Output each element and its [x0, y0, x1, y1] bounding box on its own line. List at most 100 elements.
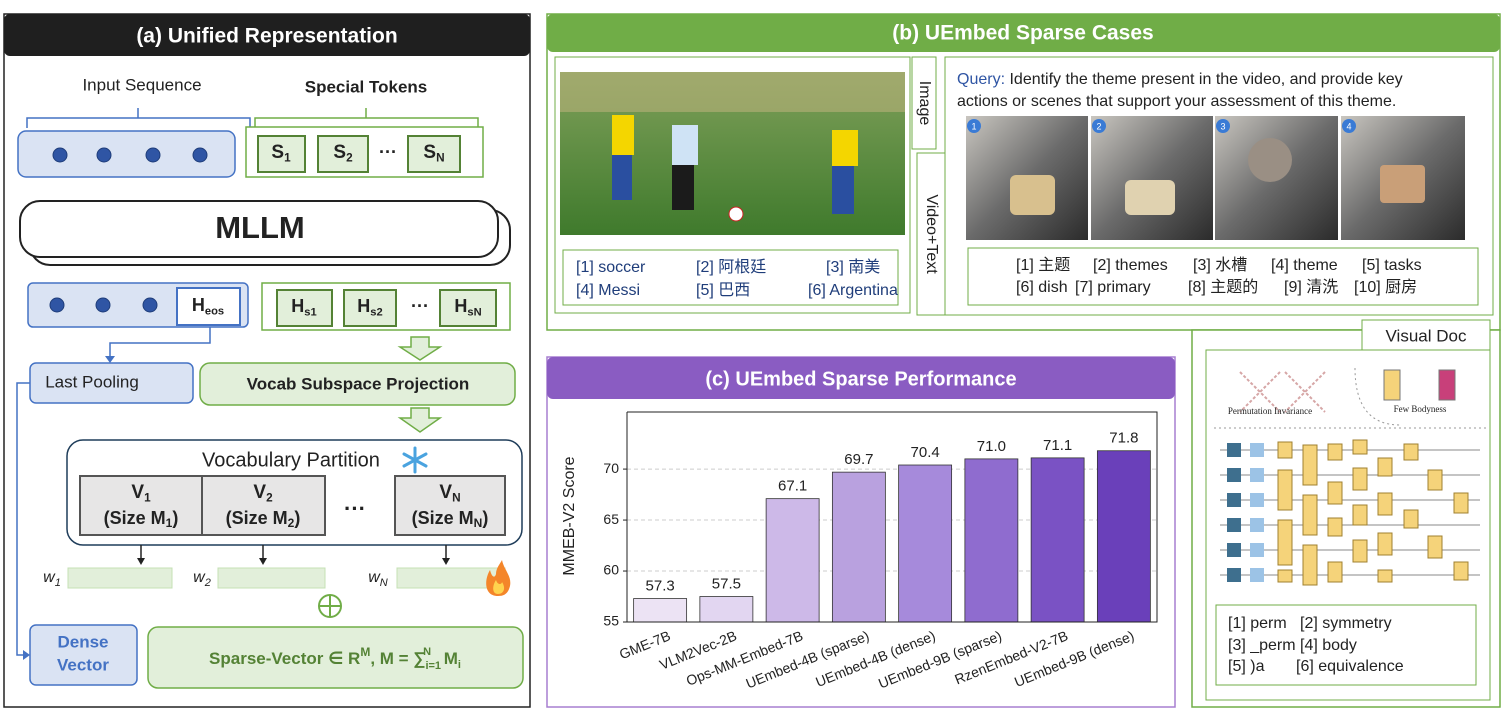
hollow-arrow: [397, 407, 443, 433]
formula-part: , M = ∑: [370, 649, 425, 668]
panel-c-title: (c) UEmbed Sparse Performance: [705, 368, 1016, 390]
video-terms-box: [967, 247, 1479, 306]
value-label: 71.0: [977, 438, 1006, 455]
bar: [699, 596, 754, 623]
hidden-token: Hs1: [291, 296, 316, 319]
video-term: [3] 水槽: [1193, 256, 1247, 274]
video-term: [6] dish: [1016, 279, 1068, 296]
video-term: [9] 清洗: [1284, 278, 1338, 296]
special-token-sub: N: [436, 152, 445, 165]
snowflake-icon: [402, 446, 428, 474]
weight-sub: 2: [204, 577, 211, 589]
video-frames: [966, 116, 1465, 240]
h-eos: Heos: [192, 295, 224, 318]
size-close: ): [482, 508, 488, 528]
frame-badges: [967, 119, 1356, 133]
weight-label: wN: [368, 569, 388, 589]
input-dots: [52, 147, 208, 163]
weight-arrowheads: [137, 558, 450, 565]
soccer-players: [612, 115, 858, 222]
input-sequence-label: Input Sequence: [82, 75, 201, 94]
projection-box: [199, 362, 516, 406]
size-sub: 2: [288, 516, 295, 530]
panel-b-title: (b) UEmbed Sparse Cases: [892, 22, 1153, 45]
image-term: [3] 南美: [826, 258, 880, 276]
partition-ellipsis: ···: [344, 496, 366, 521]
image-terms-box: [562, 249, 899, 306]
value-label: 57.3: [646, 578, 675, 595]
partition-size: (Size M1): [104, 508, 179, 530]
bar: [964, 458, 1019, 623]
partition-size: (Size M2): [226, 508, 301, 530]
formula-part: Sparse-Vector ∈ R: [209, 649, 360, 668]
image-term: [1] soccer: [576, 259, 646, 276]
partition-name: VN: [439, 482, 460, 505]
dense-arrowhead: [23, 650, 30, 660]
frame-number: 2: [1096, 121, 1101, 131]
size-sub: 1: [166, 516, 173, 530]
value-label: 71.8: [1109, 430, 1138, 447]
doc-term: [2] symmetry: [1300, 615, 1392, 632]
value-label: 67.1: [778, 478, 807, 495]
special-tokens-label: Special Tokens: [305, 77, 428, 96]
doc-term: [3] _perm: [1228, 637, 1296, 654]
hidden-token-sub: s1: [304, 306, 316, 318]
value-label: 71.1: [1043, 437, 1072, 454]
special-token-base: S: [333, 142, 346, 163]
image-term: [2] 阿根廷: [696, 258, 766, 276]
dense-label: Vector: [57, 655, 109, 674]
doc-term: [4] body: [1300, 637, 1357, 654]
image-term: [6] Argentina: [808, 282, 898, 299]
doc-terms-box: [1215, 604, 1477, 686]
image-tab: [911, 56, 937, 150]
size-close: ): [294, 508, 300, 528]
image-term: [4] Messi: [576, 282, 640, 299]
y-tick-label: 65: [603, 511, 619, 527]
formula-sub: i=1: [425, 660, 441, 672]
plus-icon: [318, 594, 342, 618]
frame-number: 4: [1346, 121, 1351, 131]
weight-base: w: [193, 569, 206, 586]
doc-label: Few Bodyness: [1394, 404, 1447, 414]
query-line: actions or scenes that support your asse…: [957, 93, 1396, 110]
hidden-token-base: H: [291, 296, 304, 316]
value-label: 57.5: [712, 575, 741, 592]
mllm-box: [19, 200, 499, 258]
plot-frame: [626, 411, 1158, 623]
doc-figure: [1214, 367, 1488, 586]
input-box: [17, 130, 236, 178]
size-close: ): [172, 508, 178, 528]
hidden-token-base: H: [454, 296, 467, 316]
value-label: 69.7: [844, 451, 873, 468]
special-token-base: S: [423, 142, 436, 163]
last-pooling-label: Last Pooling: [45, 372, 139, 391]
doc-term: [6] equivalence: [1296, 658, 1404, 675]
special-token-base: S: [271, 142, 284, 163]
video-term: [5] tasks: [1362, 257, 1422, 274]
hidden-token-sub: sN: [467, 306, 481, 318]
panel-b-header: [547, 14, 1500, 52]
hidden-ellipsis: ···: [411, 296, 429, 316]
bar: [633, 598, 688, 623]
hollow-arrow: [397, 336, 443, 361]
token-ellipsis: ···: [379, 142, 397, 162]
partition-name-sub: 1: [144, 492, 151, 505]
weight-sub: 1: [55, 577, 61, 589]
hidden-token-boxes: [276, 289, 497, 327]
partition-name-sub: N: [452, 492, 461, 505]
partition-cells: [79, 475, 506, 536]
flame-icon: [486, 560, 511, 596]
query-line: Query: Identify the theme present in the…: [957, 71, 1403, 88]
special-token: S2: [333, 142, 353, 165]
weight-label: w1: [43, 569, 61, 589]
image-term: [5] 巴西: [696, 282, 750, 299]
size-text: (Size M: [412, 508, 474, 528]
bar: [898, 464, 953, 623]
partition-title: Vocabulary Partition: [202, 449, 380, 471]
partition-name: V2: [253, 482, 273, 505]
projection-label: Vocab Subspace Projection: [247, 374, 470, 393]
sparse-vector-box: [147, 626, 524, 689]
video-term: [10] 厨房: [1354, 278, 1417, 296]
